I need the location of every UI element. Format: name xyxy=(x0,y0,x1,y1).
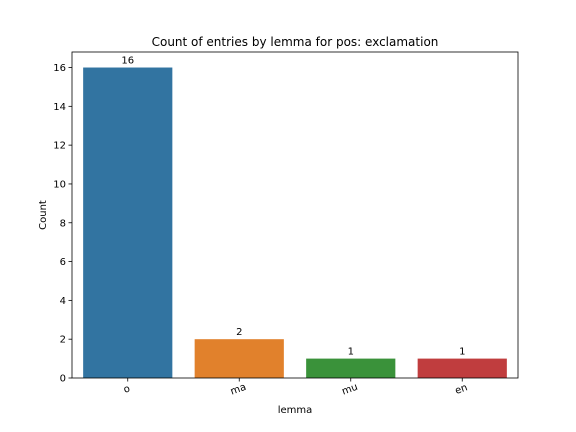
y-tick-label-14: 14 xyxy=(53,102,66,113)
data-label-en: 1 xyxy=(459,347,465,358)
x-axis-ticks: o ma mu en xyxy=(122,378,469,398)
x-tick-label-ma: ma xyxy=(229,382,248,398)
y-tick-label-2: 2 xyxy=(60,335,66,346)
data-label-o: 16 xyxy=(121,56,134,67)
bars xyxy=(83,67,507,379)
bar-o xyxy=(83,67,173,379)
y-tick-label-10: 10 xyxy=(53,179,66,190)
y-axis-label: Count xyxy=(38,200,49,230)
data-label-ma: 2 xyxy=(236,327,242,338)
y-tick-label-8: 8 xyxy=(60,218,66,229)
plot-area: 16 2 1 1 0 2 4 6 8 10 12 14 16 o ma mu en xyxy=(53,51,519,398)
bar-mu xyxy=(306,358,396,378)
chart-title: Count of entries by lemma for pos: excla… xyxy=(152,35,439,49)
bar-en xyxy=(417,358,507,378)
plot-frame xyxy=(71,51,519,379)
y-axis-ticks: 0 2 4 6 8 10 12 14 16 xyxy=(53,63,72,385)
x-tick-label-o: o xyxy=(122,383,132,395)
y-tick-label-0: 0 xyxy=(60,374,66,385)
y-tick-label-12: 12 xyxy=(53,141,66,152)
data-label-mu: 1 xyxy=(348,347,354,358)
data-labels: 16 2 1 1 xyxy=(121,56,465,358)
x-tick-label-mu: mu xyxy=(340,382,359,398)
y-tick-label-6: 6 xyxy=(60,257,66,268)
x-tick-label-en: en xyxy=(454,382,470,397)
y-tick-label-4: 4 xyxy=(60,296,66,307)
x-axis-label: lemma xyxy=(278,405,313,416)
y-tick-label-16: 16 xyxy=(53,63,66,74)
bar-ma xyxy=(194,339,284,378)
